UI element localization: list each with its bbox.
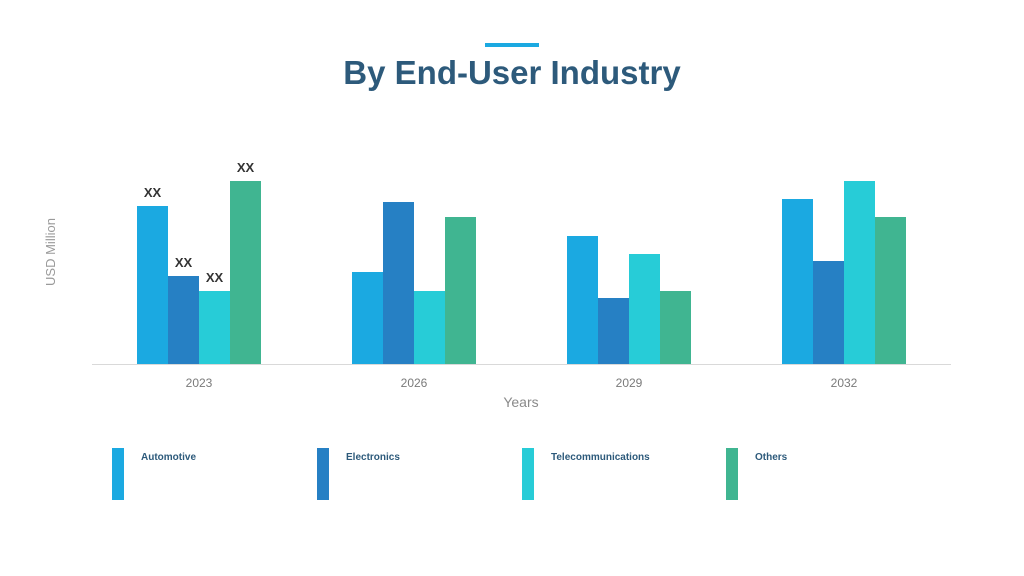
bar xyxy=(168,276,199,364)
legend-label: Telecommunications xyxy=(551,452,650,463)
bar xyxy=(660,291,691,364)
legend-swatch xyxy=(522,448,534,500)
x-tick-label: 2032 xyxy=(831,376,858,390)
y-axis-title: USD Million xyxy=(43,218,58,286)
x-tick-label: 2026 xyxy=(401,376,428,390)
legend-label: Electronics xyxy=(346,452,400,463)
bar xyxy=(629,254,660,364)
bar xyxy=(875,217,906,364)
bar xyxy=(782,199,813,364)
bar xyxy=(844,181,875,364)
bar-chart: 2023 2026 2029 2032 Years USD Million XX XX XX XX xyxy=(43,160,951,410)
legend-swatch xyxy=(112,448,124,500)
legend-label: Others xyxy=(755,452,788,463)
data-label: XX xyxy=(175,255,193,270)
data-label: XX xyxy=(206,270,224,285)
bar xyxy=(813,261,844,364)
bar xyxy=(230,181,261,364)
chart-title: By End-User Industry xyxy=(343,54,681,91)
legend: Automotive Electronics Telecommunications O… xyxy=(0,448,1024,508)
legend-label: Automotive xyxy=(141,452,196,463)
bar xyxy=(567,236,598,364)
x-axis-title: Years xyxy=(503,394,538,410)
data-label: XX xyxy=(144,185,162,200)
bar xyxy=(352,272,383,364)
x-tick-label: 2023 xyxy=(186,376,213,390)
bar xyxy=(414,291,445,364)
bar xyxy=(383,202,414,364)
title-accent-bar xyxy=(485,43,539,47)
legend-swatch xyxy=(317,448,329,500)
bar xyxy=(137,206,168,364)
bar xyxy=(199,291,230,364)
legend-swatch xyxy=(726,448,738,500)
data-label: XX xyxy=(237,160,255,175)
x-tick-label: 2029 xyxy=(616,376,643,390)
bar xyxy=(598,298,629,364)
bar xyxy=(445,217,476,364)
